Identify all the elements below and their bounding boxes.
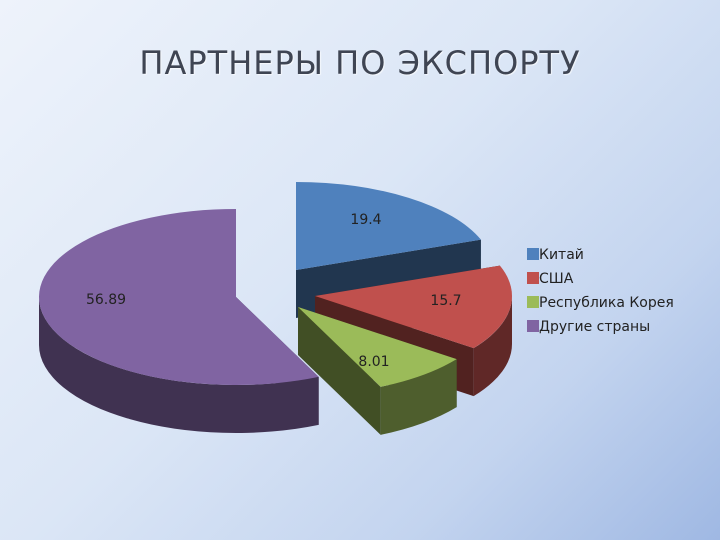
data-label-1: 15.7 — [430, 293, 461, 309]
data-labels: 19.4 15.7 8.01 56.89 — [86, 212, 462, 370]
legend: Китай США Республика Корея Другие страны — [527, 247, 674, 335]
legend-label-1: США — [539, 271, 574, 287]
slice-top-1 — [315, 265, 512, 349]
slice-outer-wall — [39, 297, 319, 433]
slice-outer-wall — [380, 359, 457, 435]
slide-title: ПАРТНЕРЫ ПО ЭКСПОРТУ — [139, 44, 581, 82]
slice-top-0 — [296, 182, 481, 270]
data-label-2: 8.01 — [358, 354, 389, 370]
data-label-0: 19.4 — [350, 212, 381, 228]
legend-swatch-2 — [527, 296, 539, 308]
slice-top-2 — [298, 307, 457, 387]
legend-swatch-0 — [527, 248, 539, 260]
pie-slice-3 — [38, 209, 319, 433]
pie-layer — [38, 182, 512, 435]
data-label-3: 56.89 — [86, 292, 126, 308]
legend-swatch-3 — [527, 320, 539, 332]
legend-label-3: Другие страны — [539, 319, 650, 335]
legend-label-2: Республика Корея — [539, 295, 674, 311]
pie-slice-2 — [298, 307, 457, 435]
slice-outer-wall — [473, 296, 512, 397]
legend-label-0: Китай — [539, 247, 584, 263]
slice-top-3 — [38, 209, 319, 386]
legend-swatch-1 — [527, 272, 539, 284]
slice-side-wall — [298, 307, 381, 435]
